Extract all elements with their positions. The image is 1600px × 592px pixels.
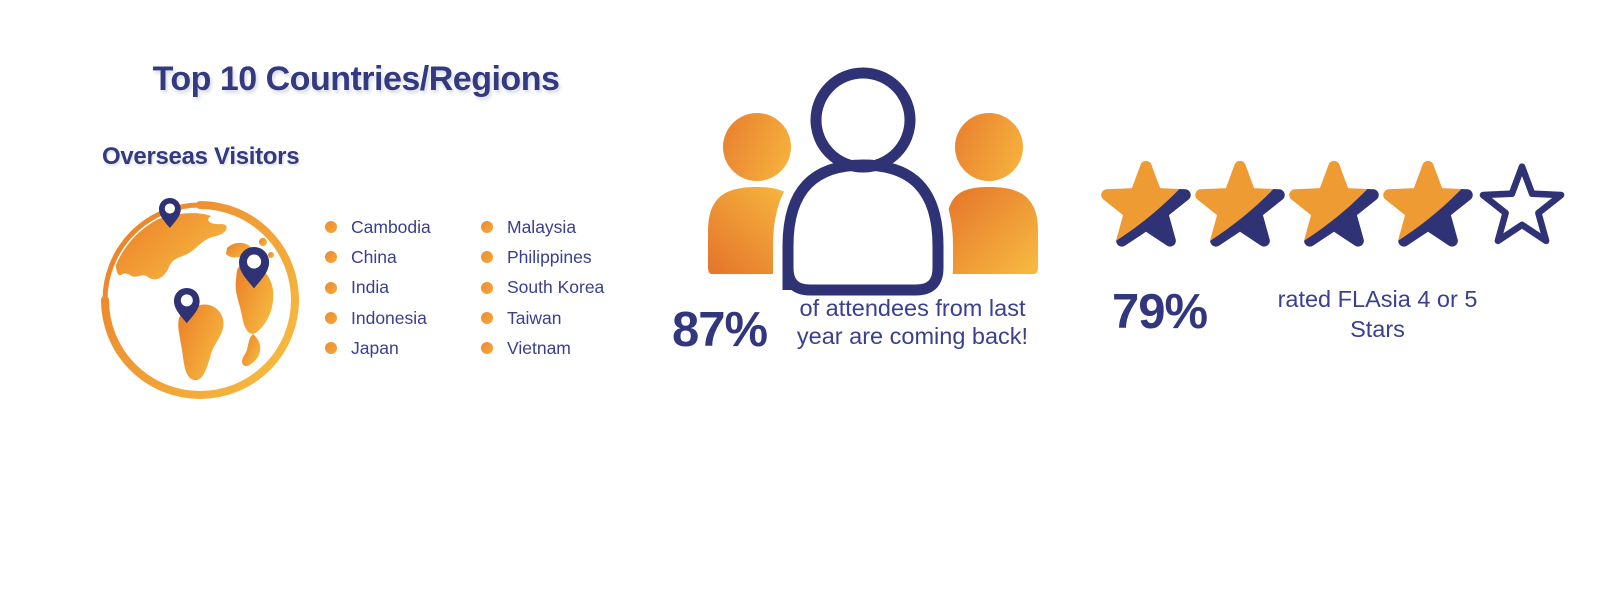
country-item: Indonesia [325,303,431,333]
returning-caption: of attendees from last year are coming b… [770,294,1055,350]
bullet-icon [325,312,337,325]
bullet-icon [481,342,493,355]
star-empty-icon [1479,163,1565,245]
rating-caption: rated FLAsia 4 or 5 Stars [1225,284,1530,344]
country-label: China [351,246,397,267]
country-label: Japan [351,337,399,358]
person-right-silhouette [946,113,1038,274]
rating-stat: 79% [1112,285,1208,339]
caption-line: Stars [1350,316,1405,342]
person-center-outline [782,67,944,296]
globe-continents [115,213,274,381]
country-label: India [351,277,389,298]
star-filled-icon [1280,156,1389,260]
country-label: Philippines [507,246,592,267]
people-icon [708,58,1038,296]
star-filled-icon [1186,156,1295,260]
star-rating [1098,156,1565,260]
location-pin-icon [239,247,270,289]
country-item: Taiwan [481,303,604,333]
caption-line: year are coming back! [796,323,1029,349]
page-title: Top 10 Countries/Regions [152,60,560,98]
country-label: South Korea [507,277,605,298]
country-label: Vietnam [507,337,571,358]
country-label: Malaysia [507,216,577,237]
bullet-icon [481,312,493,325]
country-item: India [325,273,431,303]
bullet-icon [481,251,493,264]
bullet-icon [325,251,337,264]
bullet-icon [325,281,337,294]
country-item: Cambodia [325,212,431,242]
country-list-col1: Cambodia China India Indonesia Japan [325,212,431,363]
country-item: Philippines [481,242,604,272]
bullet-icon [481,281,493,294]
caption-line: rated FLAsia 4 or 5 [1277,286,1478,312]
country-list-col2: Malaysia Philippines South Korea Taiwan … [481,212,604,363]
returning-stat: 87% [672,303,768,357]
country-label: Cambodia [351,216,431,237]
country-item: Japan [325,333,431,363]
section-subtitle: Overseas Visitors [102,143,300,170]
country-item: Vietnam [481,333,604,363]
star-filled-icon [1374,156,1483,260]
bullet-icon [325,221,337,234]
bullet-icon [481,221,493,234]
country-item: South Korea [481,273,604,303]
globe-icon [101,198,299,399]
bullet-icon [325,342,337,355]
caption-line: of attendees from last [799,295,1026,321]
location-pin-icon [174,288,200,324]
country-item: Malaysia [481,212,604,242]
location-pin-icon [159,198,181,228]
country-label: Indonesia [351,307,427,328]
country-item: China [325,242,431,272]
star-filled-icon [1098,156,1201,260]
country-label: Taiwan [507,307,562,328]
